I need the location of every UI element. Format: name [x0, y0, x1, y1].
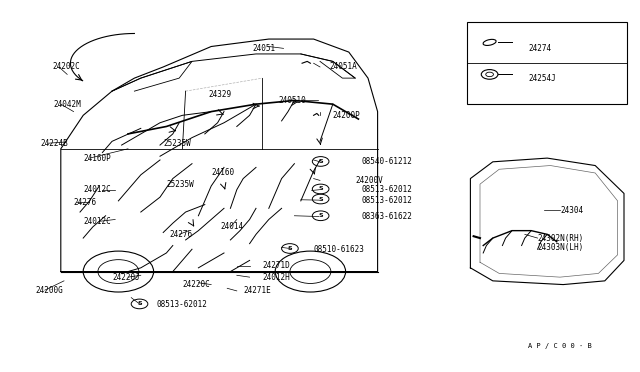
Text: 24271D: 24271D	[262, 262, 290, 270]
Text: 24051: 24051	[253, 44, 276, 53]
Text: 24329: 24329	[208, 90, 231, 99]
Text: S: S	[137, 301, 142, 307]
Text: 24220J: 24220J	[112, 273, 140, 282]
Text: A P / C 0 0 · B: A P / C 0 0 · B	[528, 343, 592, 349]
Text: 24160P: 24160P	[83, 154, 111, 163]
Text: 24202C: 24202C	[52, 62, 80, 71]
Text: 24220C: 24220C	[182, 280, 210, 289]
Text: 24012H: 24012H	[262, 273, 290, 282]
Text: 24271E: 24271E	[243, 286, 271, 295]
Text: 24014: 24014	[221, 222, 244, 231]
Text: S: S	[318, 159, 323, 164]
Text: 25235W: 25235W	[163, 139, 191, 148]
Text: S: S	[318, 213, 323, 218]
Text: 24160: 24160	[211, 169, 234, 177]
Text: 08513-62012: 08513-62012	[362, 185, 412, 194]
Text: 24254J: 24254J	[528, 74, 556, 83]
Text: 24276: 24276	[74, 198, 97, 207]
Text: 08513-62012: 08513-62012	[157, 300, 207, 309]
Text: 08513-62012: 08513-62012	[362, 196, 412, 205]
Text: 24012C: 24012C	[83, 185, 111, 194]
Text: 08540-61212: 08540-61212	[362, 157, 412, 166]
Text: 24224B: 24224B	[40, 139, 68, 148]
Text: 25235W: 25235W	[166, 180, 194, 189]
Text: 24276: 24276	[170, 230, 193, 239]
Text: 24042M: 24042M	[53, 100, 81, 109]
Bar	[467, 22, 627, 104]
Text: 24200G: 24200G	[35, 286, 63, 295]
Text: 08363-61622: 08363-61622	[362, 212, 412, 221]
Text: S: S	[318, 196, 323, 202]
Text: S: S	[287, 246, 292, 251]
Text: 24200V: 24200V	[355, 176, 383, 185]
Text: 240510: 240510	[278, 96, 306, 105]
Text: 24274: 24274	[528, 44, 551, 53]
Text: 24302N(RH): 24302N(RH)	[538, 234, 584, 243]
Text: S: S	[318, 186, 323, 192]
Text: 24051A: 24051A	[330, 62, 357, 71]
Text: 24200P: 24200P	[333, 111, 360, 120]
Text: 24303N(LH): 24303N(LH)	[538, 243, 584, 252]
Text: 08510-61623: 08510-61623	[314, 245, 364, 254]
Text: 24012C: 24012C	[83, 217, 111, 226]
Text: 24304: 24304	[560, 206, 583, 215]
